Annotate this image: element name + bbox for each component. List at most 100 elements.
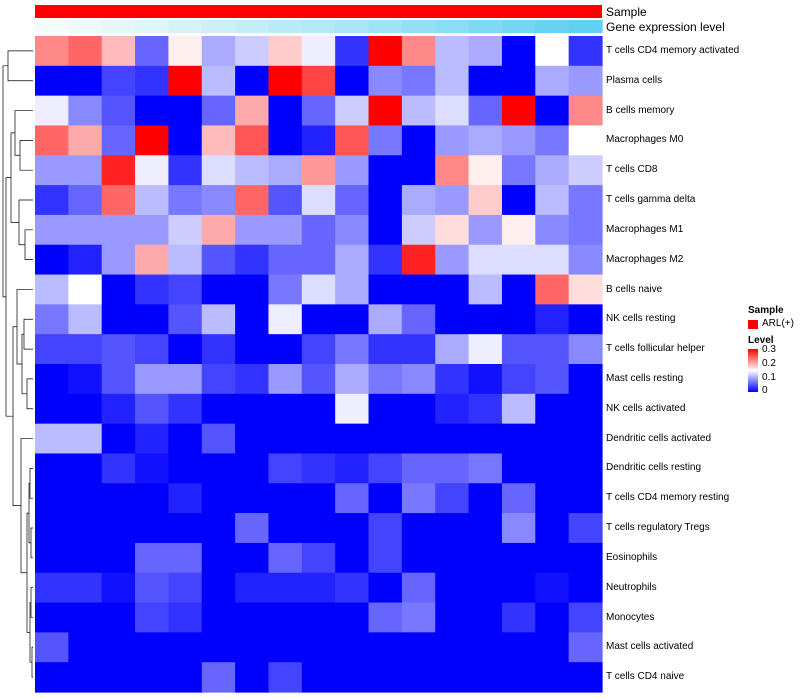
heatmap-cell [168, 304, 203, 335]
heatmap-cell [301, 602, 336, 633]
heatmap-cell [135, 185, 170, 216]
heatmap-cell [468, 244, 503, 276]
heatmap-cell [168, 453, 203, 484]
heatmap-cell [35, 602, 69, 633]
heatmap-cell [335, 185, 370, 216]
heatmap-cell [268, 244, 303, 276]
heatmap-cell [301, 95, 336, 127]
heatmap-cell [468, 513, 503, 544]
heatmap-cell [335, 304, 370, 335]
row-label: T cells gamma delta [606, 194, 696, 205]
heatmap-cell [335, 453, 370, 484]
heatmap-cell [335, 364, 370, 395]
heatmap-cell [468, 274, 503, 305]
heatmap-cell [68, 304, 103, 335]
expression-annotation-cell [435, 20, 470, 33]
heatmap-cell [435, 364, 470, 395]
heatmap-cell [468, 334, 503, 365]
heatmap-cell [568, 364, 603, 395]
row-label: Macrophages M2 [606, 253, 684, 265]
heatmap-cell [235, 244, 270, 276]
heatmap-cell [35, 542, 69, 574]
heatmap-cell [468, 65, 503, 97]
heatmap-cell [335, 542, 370, 574]
sample-annotation-label: Sample [606, 5, 647, 19]
heatmap-cell [301, 125, 336, 156]
heatmap-cell [335, 214, 370, 246]
heatmap-cell [501, 602, 536, 633]
heatmap-cell [101, 602, 136, 633]
heatmap-cell [401, 662, 436, 693]
heatmap-cell [435, 274, 470, 305]
dendrogram-branch [30, 587, 33, 618]
heatmap-cell [468, 453, 503, 484]
dendrogram-branch [14, 110, 33, 156]
heatmap-cell [468, 364, 503, 395]
heatmap-cell [135, 334, 170, 365]
heatmap-cell [568, 602, 603, 633]
heatmap-cell [301, 364, 336, 395]
heatmap-cell [501, 155, 536, 186]
row-label: Neutrophils [606, 581, 657, 593]
heatmap-cell [101, 364, 136, 395]
heatmap-cell [35, 483, 69, 514]
heatmap-cell [535, 602, 570, 633]
expression-annotation-cell [35, 20, 69, 33]
heatmap-cell [301, 423, 336, 455]
dendrogram-branch [26, 378, 33, 410]
heatmap-cell [235, 483, 270, 514]
heatmap-cell [435, 572, 470, 604]
heatmap-cell [301, 334, 336, 365]
heatmap-cell [135, 423, 170, 455]
heatmap-cell [535, 423, 570, 455]
heatmap-cell [301, 513, 336, 544]
heatmap-cell [68, 393, 103, 425]
heatmap-cell [501, 393, 536, 425]
expression-annotation-bar [35, 20, 603, 33]
heatmap-cell [368, 513, 403, 544]
heatmap-cell [235, 662, 270, 693]
heatmap-cell [368, 95, 403, 127]
heatmap-cell [68, 364, 103, 395]
heatmap-cell [435, 125, 470, 156]
expression-annotation-cell [235, 20, 270, 33]
heatmap-cell [301, 662, 336, 693]
legend-level-title: Level [748, 335, 774, 346]
heatmap-cell [268, 572, 303, 604]
heatmap-cell [335, 334, 370, 365]
heatmap-cell [501, 572, 536, 604]
heatmap-cell [68, 334, 103, 365]
heatmap-cell [401, 483, 436, 514]
heatmap-cell [168, 274, 203, 305]
heatmap-cell [135, 364, 170, 395]
heatmap-cell [468, 602, 503, 633]
expression-annotation-cell [201, 20, 236, 33]
legend-tick: 0.1 [762, 372, 776, 383]
heatmap-cell [235, 542, 270, 574]
heatmap-cell [301, 244, 336, 276]
row-label: T cells CD4 naive [606, 671, 685, 683]
heatmap-cell [401, 453, 436, 484]
heatmap-cell [168, 155, 203, 186]
row-label: T cells follicular helper [606, 343, 705, 355]
heatmap-cell [35, 453, 69, 484]
heatmap-cell [535, 483, 570, 514]
heatmap-cell [135, 244, 170, 276]
heatmap-cell [268, 334, 303, 365]
heatmap-cell [468, 155, 503, 186]
heatmap-cell [68, 155, 103, 186]
heatmap-cell [368, 214, 403, 246]
heatmap-cell [135, 155, 170, 186]
heatmap-cell [501, 632, 536, 663]
heatmap-cell [101, 423, 136, 455]
heatmap-cell [268, 125, 303, 156]
dendrogram-branch [24, 229, 33, 260]
heatmap-cell [535, 274, 570, 305]
heatmap-cell [468, 542, 503, 574]
heatmap-cell [401, 304, 436, 335]
heatmap-cell [568, 274, 603, 305]
heatmap-cell [535, 185, 570, 216]
heatmap-cell [501, 214, 536, 246]
heatmap-cell [101, 214, 136, 246]
heatmap-cell [201, 513, 236, 544]
